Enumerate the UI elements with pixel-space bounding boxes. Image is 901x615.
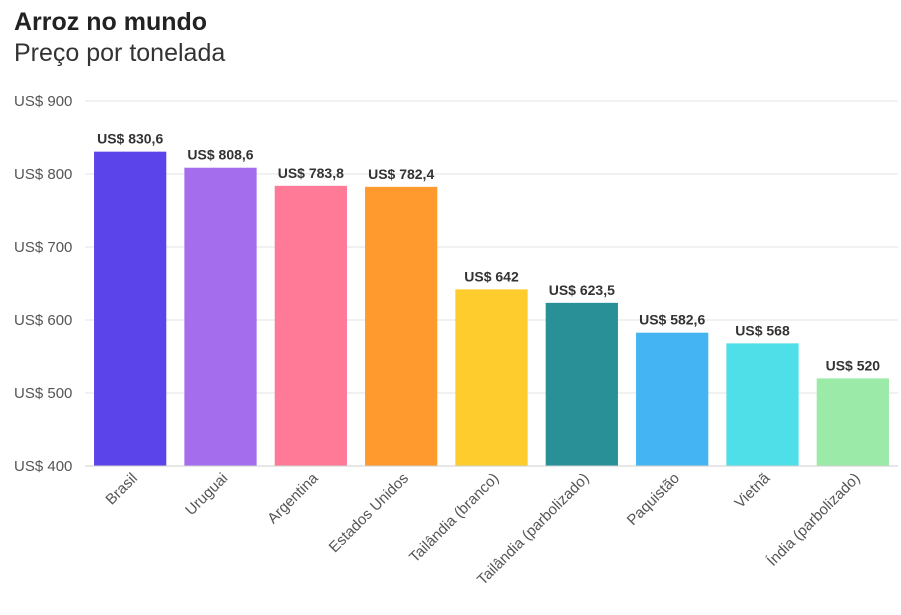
x-tick-label: Tailândia (branco) (406, 470, 502, 566)
x-tick-label: Índia (parbolizado) (764, 470, 864, 570)
bar[interactable] (636, 332, 709, 466)
data-label: US$ 642 (464, 268, 519, 284)
chart-header: Arroz no mundo Preço por tonelada (14, 6, 225, 68)
x-tick-label: Estados Unidos (326, 470, 412, 556)
y-axis: US$ 400 US$ 500 US$ 600 US$ 700 US$ 800 US$ 9… (14, 93, 72, 475)
x-tick-label: Brasil (102, 470, 141, 509)
data-label: US$ 783,8 (278, 165, 344, 181)
bar[interactable] (274, 185, 347, 467)
data-label: US$ 808,6 (187, 147, 253, 163)
y-tick-label: US$ 400 (14, 458, 72, 475)
bar[interactable] (455, 289, 528, 466)
bars (94, 151, 889, 467)
data-label: US$ 582,6 (639, 312, 705, 328)
y-tick-label: US$ 800 (14, 166, 72, 183)
x-tick-label: Paquistão (624, 470, 683, 529)
chart-subtitle: Preço por tonelada (14, 39, 226, 67)
y-tick-label: US$ 500 (14, 385, 72, 402)
data-label: US$ 782,4 (368, 166, 434, 182)
bar[interactable] (94, 151, 167, 467)
y-tick-label: US$ 900 (14, 93, 72, 110)
chart-title: Arroz no mundo (14, 8, 208, 36)
x-tick-label: Uruguai (182, 470, 231, 519)
bar[interactable] (726, 343, 799, 466)
bar[interactable] (365, 186, 438, 466)
bar[interactable] (816, 378, 889, 466)
x-tick-label: Vietnã (731, 469, 773, 511)
bar[interactable] (545, 302, 618, 466)
y-tick-label: US$ 600 (14, 312, 72, 329)
data-labels: US$ 830,6 US$ 808,6 US$ 783,8 US$ 782,4 US$ … (97, 131, 880, 374)
bar[interactable] (184, 167, 257, 467)
y-tick-label: US$ 700 (14, 239, 72, 256)
data-label: US$ 830,6 (97, 131, 163, 147)
data-label: US$ 568 (735, 322, 790, 338)
data-label: US$ 520 (826, 357, 881, 373)
x-tick-label: Argentina (264, 469, 322, 527)
x-axis: Brasil Uruguai Argentina Estados UnidosTail… (85, 465, 898, 589)
data-label: US$ 623,5 (549, 282, 615, 298)
